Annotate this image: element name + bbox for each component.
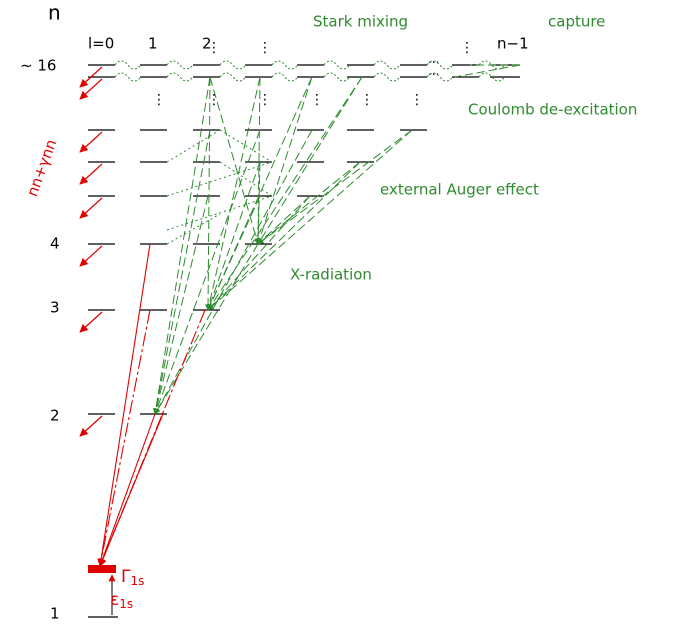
transition <box>207 129 413 311</box>
process-label: external Auger effect <box>380 181 539 199</box>
nuclear-arrow <box>79 66 103 88</box>
vdots: ⋮ <box>207 40 221 56</box>
transition <box>255 161 262 245</box>
transition <box>207 76 363 311</box>
l-label: 2 <box>202 35 212 53</box>
l-label: n−1 <box>497 35 529 53</box>
process-label: Stark mixing <box>313 13 408 31</box>
symbol: Γ <box>121 567 131 587</box>
transition <box>207 195 311 311</box>
transition <box>257 195 311 245</box>
transition <box>257 76 363 245</box>
n-label: n <box>48 1 61 25</box>
auger <box>166 195 273 231</box>
vdots: ⋮ <box>152 92 166 108</box>
transition <box>207 195 261 311</box>
xray-1s <box>99 413 164 567</box>
nuclear-arrow <box>79 131 103 153</box>
xray-1s <box>97 309 151 567</box>
transition <box>154 243 259 415</box>
vdots: ⋮ <box>360 92 374 108</box>
level-label: 3 <box>50 299 60 317</box>
process-label: nn+γnn <box>23 137 60 199</box>
auger <box>166 213 221 245</box>
dots: ··· <box>428 56 439 70</box>
xray-1s <box>98 413 156 567</box>
stark-wave <box>114 72 142 82</box>
auger <box>166 129 221 163</box>
stark-wave <box>478 60 506 70</box>
stark-wave <box>426 60 454 70</box>
width-label: Γ1s <box>121 567 144 588</box>
stark-wave <box>166 72 194 82</box>
vdots: ⋮ <box>258 40 272 56</box>
vdots: ⋮ <box>410 92 424 108</box>
stark-wave <box>219 72 247 82</box>
vdots: ⋮ <box>310 92 324 108</box>
level-label: 4 <box>50 235 60 253</box>
nuclear-arrow <box>79 78 103 100</box>
capture-line <box>454 64 521 78</box>
transition <box>154 129 261 415</box>
nuclear-arrow <box>79 163 103 185</box>
level-label: 2 <box>50 407 60 425</box>
layout: ······ ⋮ ⋮ ⋮ ⋮ ⋮ ⋮ ⋮ ⋮ ⋮ <box>79 40 521 618</box>
transition <box>206 161 261 311</box>
auger <box>219 129 273 163</box>
stark-wave <box>373 72 401 82</box>
process-label: capture <box>548 13 605 31</box>
level-label: ∼ 16 <box>20 57 56 75</box>
dots: ··· <box>428 68 439 82</box>
stark-wave <box>271 72 299 82</box>
stark-wave <box>271 60 299 70</box>
auger <box>219 161 273 197</box>
xray-1s <box>97 243 151 567</box>
transition <box>152 76 211 415</box>
transition <box>205 76 212 311</box>
stark-wave <box>114 60 142 70</box>
subscript: 1s <box>119 597 133 611</box>
stark-wave <box>373 60 401 70</box>
level-label: 1 <box>50 605 60 623</box>
transition <box>257 161 361 245</box>
nuclear-arrow <box>79 415 103 437</box>
transition <box>153 195 209 415</box>
transition <box>209 76 260 245</box>
process-label: X-radiation <box>290 266 372 284</box>
l-label: 1 <box>148 35 158 53</box>
nuclear-arrow <box>79 197 103 219</box>
l-label: l=0 <box>88 35 114 53</box>
transition <box>256 76 313 245</box>
transition <box>255 76 262 245</box>
nuclear-arrow <box>79 311 103 333</box>
stark-wave <box>478 72 506 82</box>
vdots: ⋮ <box>207 92 221 108</box>
transition <box>207 161 361 311</box>
vdots: ⋮ <box>258 92 272 108</box>
auger <box>166 161 273 197</box>
stark-wave <box>426 72 454 82</box>
stark-wave <box>166 60 194 70</box>
process-label: Coulomb de-excitation <box>468 101 637 119</box>
width-box <box>88 565 116 573</box>
symbol: ε <box>110 590 119 610</box>
transition <box>206 76 261 311</box>
stark-wave <box>323 60 351 70</box>
transition <box>154 129 313 415</box>
stark-wave <box>323 72 351 82</box>
shift-label: ε1s <box>110 590 133 611</box>
transition <box>153 129 211 415</box>
nuclear-arrow <box>79 245 103 267</box>
subscript: 1s <box>130 574 144 588</box>
stark-wave <box>219 60 247 70</box>
vdots: ⋮ <box>460 40 474 56</box>
